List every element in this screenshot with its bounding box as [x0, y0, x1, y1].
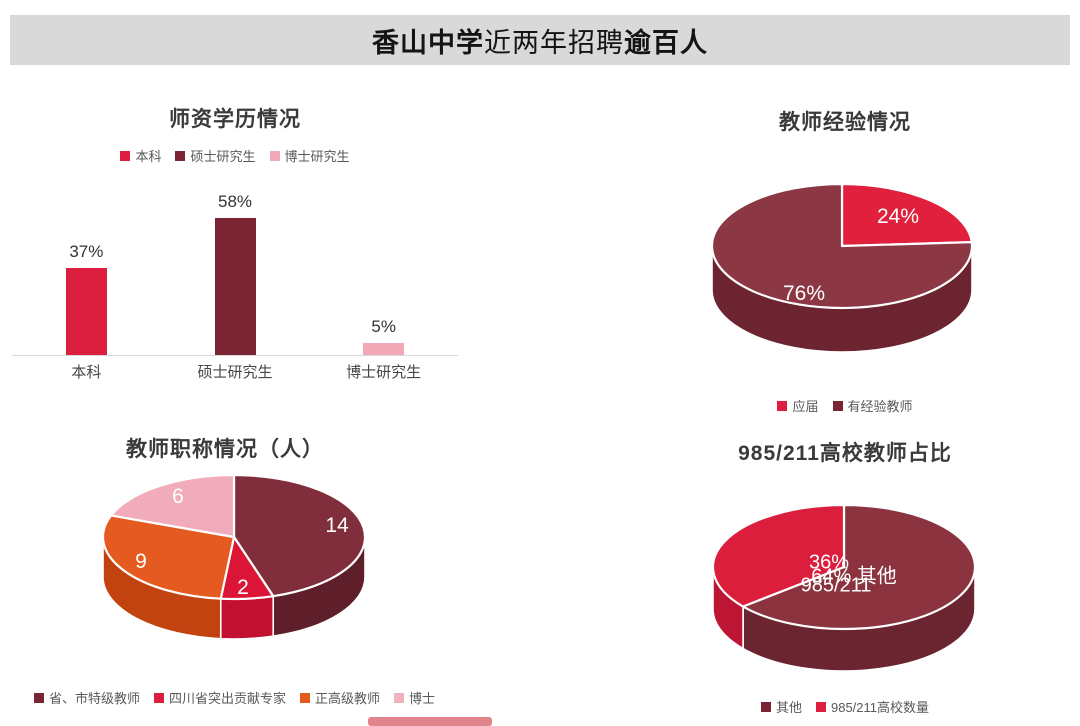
legend-label: 其他 [775, 700, 802, 715]
legend-swatch [34, 692, 44, 703]
legend-swatch [120, 150, 131, 161]
legend-label: 四川省突出贡献专家 [169, 691, 287, 706]
pie-slice [711, 503, 846, 608]
legend-label: 有经验教师 [847, 399, 913, 414]
legend-swatch [175, 150, 186, 161]
bar-column: 37% [12, 242, 161, 355]
bar [65, 268, 107, 355]
pie-slice [232, 473, 367, 598]
legend-swatch [300, 692, 311, 703]
legend-label: 本科 [135, 149, 162, 164]
legend-item: 硕士研究生 [175, 146, 256, 165]
pie-slice [741, 503, 977, 631]
legend-label: 硕士研究生 [190, 149, 256, 164]
title-segment: 逾百人 [624, 27, 708, 58]
chart-title-985211: 985/211高校教师占比 [738, 442, 952, 465]
page-title: 香山中学 近两年招聘 逾百人 [10, 15, 1070, 65]
legend-item: 博士研究生 [269, 146, 350, 165]
bar-value-label: 5% [371, 317, 396, 336]
legend-item: 四川省突出贡献专家 [154, 688, 286, 707]
pie-slice [101, 514, 236, 600]
legend-experience: 应届 有经验教师 [610, 396, 1080, 415]
legend-item: 其他 [760, 697, 802, 716]
legend-item: 有经验教师 [832, 396, 913, 415]
legend-item: 985/211高校数量 [815, 697, 930, 716]
bar [214, 218, 256, 355]
legend-item: 正高级教师 [300, 688, 380, 707]
pie-slice-side [219, 595, 275, 640]
title-segment: 近两年招聘 [484, 27, 624, 58]
legend-label: 应届 [792, 399, 819, 414]
x-axis-line [12, 355, 458, 356]
pie-chart-ranks [101, 473, 367, 640]
pie-chart-985211 [711, 503, 977, 672]
legend-swatch [269, 150, 280, 161]
legend-swatch [777, 400, 788, 411]
axis-label: 硕士研究生 [197, 364, 273, 381]
bar-chart-education: 37% 58% 5% [12, 192, 458, 355]
chart-title-education: 师资学历情况 [169, 108, 301, 131]
pie-slice [840, 182, 973, 248]
legend-label: 正高级教师 [315, 691, 381, 706]
bar-column: 58% [161, 192, 310, 355]
legend-985211: 其他 985/211高校数量 [610, 697, 1080, 716]
legend-item: 本科 [120, 146, 161, 165]
chart-title-experience: 教师经验情况 [779, 111, 911, 134]
bottom-strip-fragment [368, 717, 492, 726]
title-segment: 香山中学 [372, 27, 484, 58]
bar-column: 5% [309, 317, 458, 355]
legend-swatch [815, 701, 826, 712]
pie-slice [110, 473, 236, 539]
legend-item: 省、市特级教师 [34, 688, 140, 707]
legend-swatch [154, 692, 165, 703]
legend-label: 博士 [409, 691, 436, 706]
pie-slice [710, 182, 974, 310]
axis-label: 博士研究生 [346, 364, 422, 381]
pie-chart-experience [710, 182, 974, 353]
legend-item: 应届 [777, 396, 819, 415]
x-axis-labels: 本科 硕士研究生 博士研究生 [12, 361, 458, 382]
axis-label: 本科 [71, 364, 102, 381]
chart-title-ranks: 教师职称情况（人） [126, 438, 324, 461]
bar [363, 343, 405, 355]
bar-value-label: 37% [69, 242, 104, 261]
legend-swatch [760, 701, 771, 712]
legend-education: 本科 硕士研究生 博士研究生 [0, 146, 470, 165]
legend-item: 博士 [394, 688, 435, 707]
legend-swatch [394, 692, 405, 703]
legend-ranks: 省、市特级教师 四川省突出贡献专家 正高级教师 博士 [34, 688, 534, 707]
legend-label: 985/211高校数量 [830, 700, 930, 715]
bar-value-label: 58% [217, 192, 253, 211]
legend-label: 博士研究生 [284, 149, 350, 164]
legend-swatch [832, 400, 843, 411]
legend-label: 省、市特级教师 [49, 691, 141, 706]
